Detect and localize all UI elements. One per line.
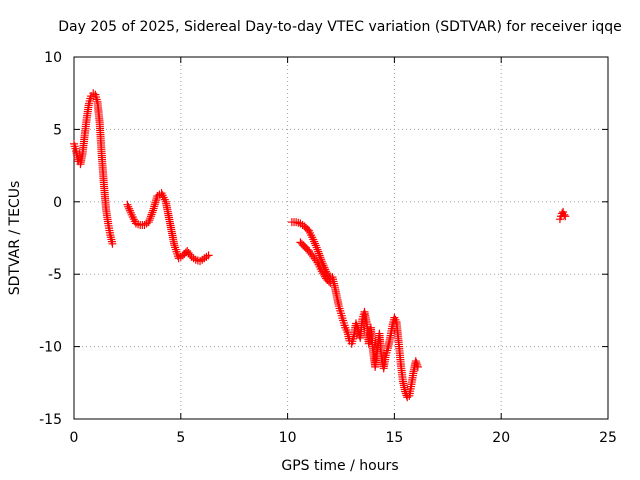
data-point-interp bbox=[312, 256, 321, 265]
data-point-interp bbox=[146, 214, 155, 223]
data-point-interp bbox=[310, 239, 319, 248]
data-point bbox=[204, 251, 213, 260]
data-point bbox=[144, 218, 153, 227]
data-point-interp bbox=[148, 208, 157, 217]
x-tick-label: 10 bbox=[279, 430, 297, 446]
data-point-interp bbox=[413, 360, 422, 369]
y-tick-label: 10 bbox=[44, 50, 62, 66]
data-point-interp bbox=[310, 237, 319, 246]
data-point-interp bbox=[125, 206, 134, 215]
plot-area bbox=[73, 56, 609, 420]
y-tick-label: 5 bbox=[53, 122, 62, 138]
data-point-interp bbox=[125, 204, 134, 213]
data-point-interp bbox=[311, 241, 320, 250]
series-segment-3c bbox=[328, 273, 422, 402]
data-point-interp bbox=[171, 243, 180, 252]
data-point bbox=[413, 362, 422, 371]
data-point bbox=[108, 239, 117, 248]
data-point-interp bbox=[172, 247, 181, 256]
data-point bbox=[170, 241, 179, 250]
data-point bbox=[561, 212, 570, 221]
data-point bbox=[313, 245, 322, 254]
x-tick-label: 0 bbox=[70, 430, 79, 446]
y-tick-label: 0 bbox=[53, 195, 62, 211]
data-point-interp bbox=[146, 212, 155, 221]
data-point bbox=[149, 206, 158, 215]
data-point bbox=[411, 357, 420, 366]
data-point-interp bbox=[342, 325, 351, 334]
series-segment-1 bbox=[70, 89, 117, 248]
data-point-interp bbox=[151, 198, 160, 207]
grid-lines bbox=[74, 57, 608, 419]
data-point-interp bbox=[312, 243, 321, 252]
y-tick-label: -5 bbox=[48, 267, 62, 283]
axis-ticks: 0 5 10 15 20 25 -15 -10 -5 0 5 10 bbox=[39, 50, 617, 446]
data-point-interp bbox=[315, 251, 324, 260]
data-point bbox=[309, 235, 318, 244]
data-points bbox=[70, 89, 570, 402]
data-point-interp bbox=[171, 245, 180, 254]
y-tick-label: -15 bbox=[39, 412, 62, 428]
x-axis-label: GPS time / hours bbox=[281, 458, 398, 474]
data-point-interp bbox=[145, 216, 154, 225]
data-point-interp bbox=[186, 250, 195, 259]
y-axis-label: SDTVAR / TECUs bbox=[7, 181, 23, 296]
x-tick-label: 15 bbox=[385, 430, 403, 446]
x-tick-label: 5 bbox=[176, 430, 185, 446]
data-point-interp bbox=[126, 208, 135, 217]
x-tick-label: 20 bbox=[492, 430, 510, 446]
data-point bbox=[560, 210, 569, 219]
data-point-interp bbox=[314, 249, 323, 258]
data-point bbox=[123, 200, 132, 209]
data-point-interp bbox=[412, 359, 421, 368]
series-segment-2 bbox=[123, 189, 213, 266]
x-tick-label: 25 bbox=[599, 430, 617, 446]
chart-title: Day 205 of 2025, Sidereal Day-to-day VTE… bbox=[58, 19, 622, 35]
series-segment-4 bbox=[555, 207, 570, 224]
y-tick-label: -10 bbox=[39, 340, 62, 356]
series-segment-3a bbox=[287, 218, 335, 283]
data-point-interp bbox=[314, 247, 323, 256]
data-point-interp bbox=[124, 202, 133, 211]
data-point-interp bbox=[147, 210, 156, 219]
data-point-interp bbox=[193, 256, 202, 265]
data-point-interp bbox=[149, 204, 158, 213]
data-point-interp bbox=[150, 202, 159, 211]
data-point-interp bbox=[294, 218, 303, 227]
data-point-interp bbox=[316, 253, 325, 262]
data-point-interp bbox=[150, 200, 159, 209]
